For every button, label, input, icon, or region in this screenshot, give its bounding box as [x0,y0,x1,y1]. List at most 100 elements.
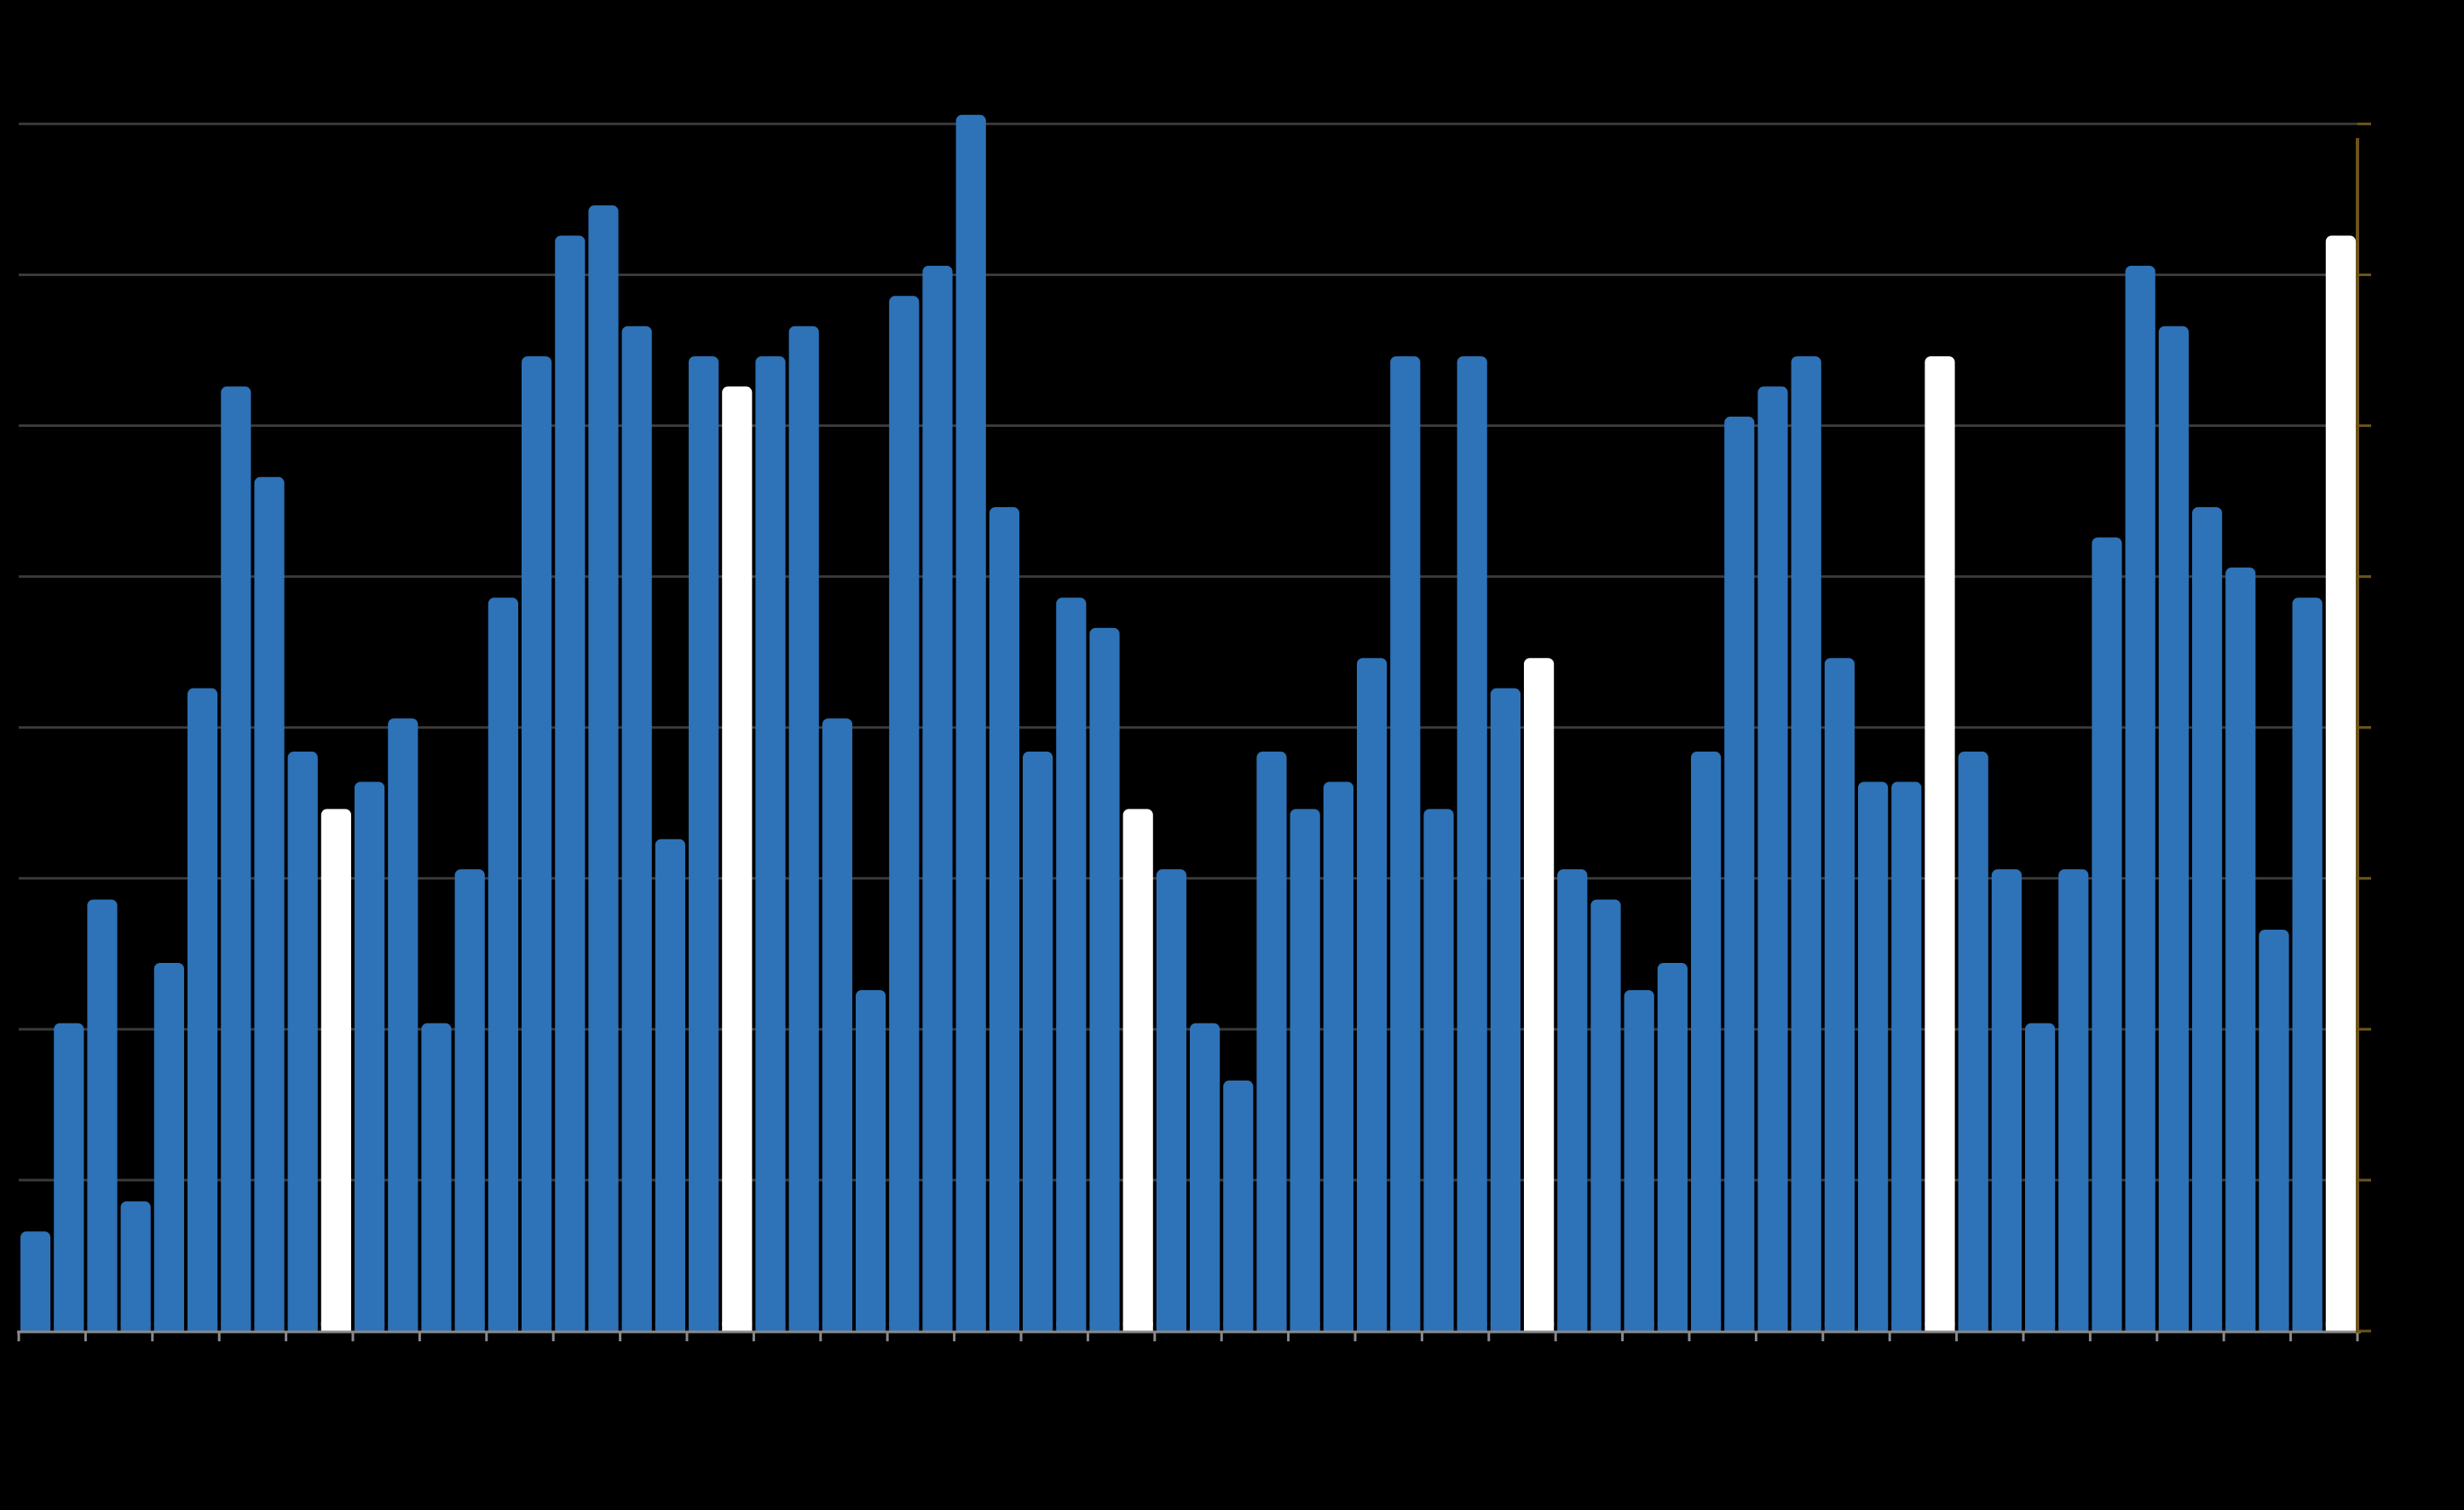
bar [1624,989,1654,1331]
bar-base [2192,1323,2223,1331]
bar-base [1156,1323,1186,1331]
bar-base [1122,1323,1153,1331]
bar [955,114,986,1331]
bar [522,356,552,1332]
bar-base [221,1323,251,1331]
bar-base [1724,1323,1755,1331]
bar-base [689,1323,719,1331]
bar [1757,386,1788,1331]
bar [454,869,485,1331]
bar [1023,752,1053,1331]
bar [1089,627,1120,1331]
bar-base [1924,1323,1955,1331]
bar-base [320,1323,351,1331]
bar [1156,869,1186,1331]
bar-base [1290,1323,1320,1331]
bar-base [1256,1323,1287,1331]
highlighted-bar [1924,356,1955,1332]
bar [2292,597,2323,1331]
bar [1390,356,1421,1332]
bar-base [2158,1323,2189,1331]
bar [2025,1023,2056,1331]
bar-base [588,1323,619,1331]
bar-base [1958,1323,1988,1331]
bar [1891,781,1922,1331]
bar-base [2058,1323,2089,1331]
bar [2192,507,2223,1331]
bar [388,718,418,1331]
bar [1724,416,1755,1332]
bar [1290,809,1320,1331]
bar [1657,962,1688,1331]
bar [1824,658,1855,1331]
bar-base [2225,1323,2256,1331]
bar-base [755,1323,786,1331]
bar [1858,781,1889,1331]
bar-base [555,1323,586,1331]
highlighted-bar [1122,809,1153,1331]
bar [54,1023,84,1331]
bar-base [153,1323,184,1331]
bar-base [1624,1323,1654,1331]
bar [1056,597,1087,1331]
bar-base [1323,1323,1353,1331]
axes [17,122,2371,1341]
bar [1991,869,2022,1331]
bar [922,265,953,1331]
bar [2058,869,2089,1331]
bar [1223,1081,1254,1331]
bar-base [2292,1323,2323,1331]
bar-base [1590,1323,1621,1331]
bar [588,205,619,1331]
bar-base [188,1323,218,1331]
bar-base [1423,1323,1454,1331]
bar-base [1457,1323,1487,1331]
bar-base [1390,1323,1421,1331]
bar-base [1490,1323,1521,1331]
bar [120,1201,151,1331]
bar [689,356,719,1332]
bar [1791,356,1821,1332]
bar [621,326,652,1332]
bar-base [1824,1323,1855,1331]
bar-base [1557,1323,1588,1331]
bar [221,386,251,1331]
bar-base [889,1323,920,1331]
bar-base [355,1323,385,1331]
bar-base [54,1323,84,1331]
bar-base [1991,1323,2022,1331]
bar [1457,356,1487,1332]
bar-base [1023,1323,1053,1331]
bar [488,597,518,1331]
bar [153,962,184,1331]
bar [989,507,1019,1331]
bar-base [20,1323,51,1331]
bar-base [822,1323,852,1331]
bar-base [1223,1323,1254,1331]
highlighted-bar [320,809,351,1331]
bar [1357,658,1388,1331]
bar [655,839,685,1331]
bar-base [421,1323,452,1331]
bar [889,296,920,1331]
bar [254,476,285,1331]
bar [355,781,385,1331]
bar [1490,688,1521,1331]
bar-base [2092,1323,2122,1331]
bar [287,752,318,1331]
bar [2259,929,2289,1331]
bar-base [1891,1323,1922,1331]
bar-base [856,1323,886,1331]
bar [1557,869,1588,1331]
bar [2092,537,2122,1331]
bar [856,989,886,1331]
highlighted-bar [2325,235,2356,1332]
bar-base [1089,1323,1120,1331]
bar [1691,752,1722,1331]
bar [822,718,852,1331]
bar-base [621,1323,652,1331]
bar-base [1524,1323,1555,1331]
bar-base [87,1323,118,1331]
